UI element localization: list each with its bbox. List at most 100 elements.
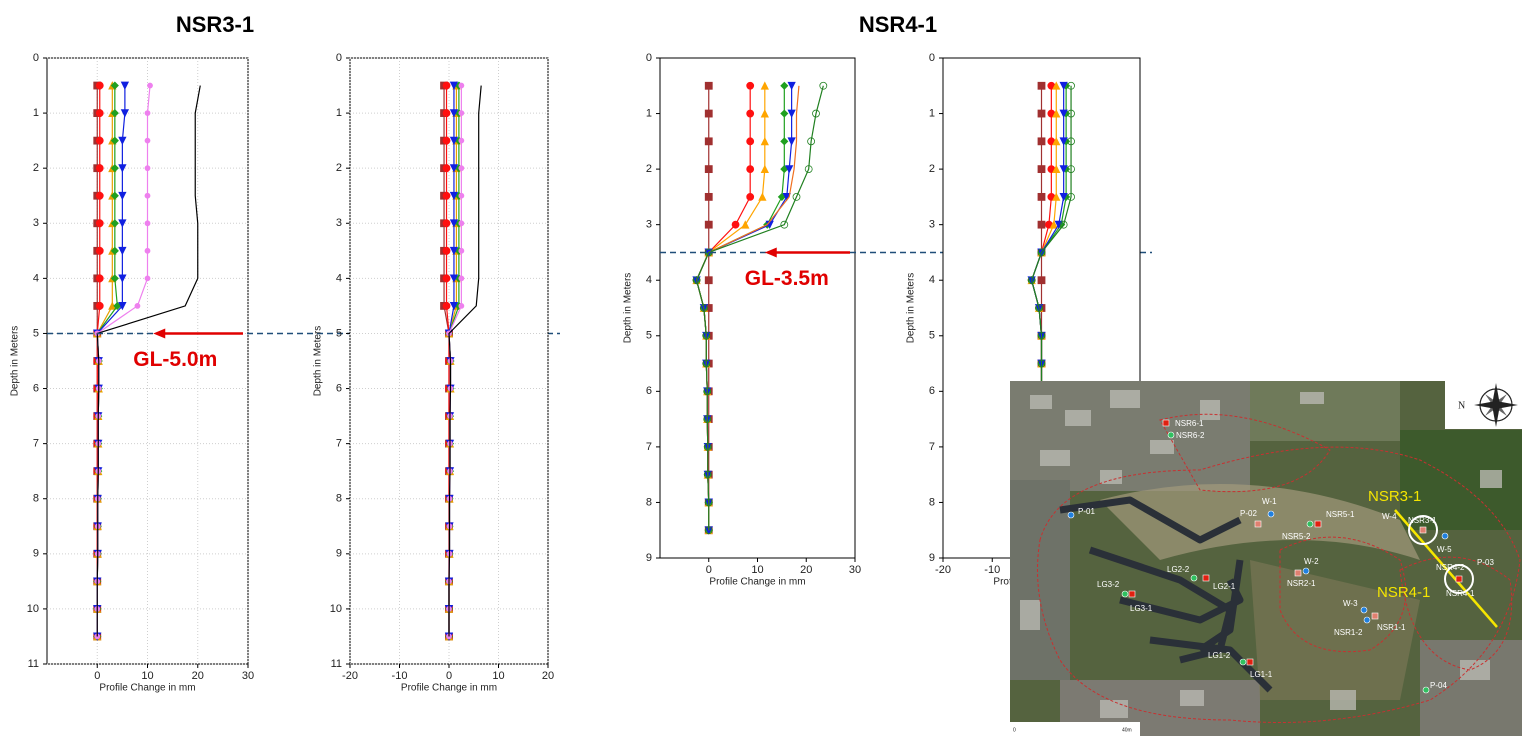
y-tick-label: 9 — [33, 548, 39, 560]
marker — [705, 138, 712, 145]
y-tick-label: 5 — [336, 327, 342, 339]
x-tick-label: 20 — [192, 670, 204, 682]
marker — [145, 248, 150, 253]
map-shape — [1255, 521, 1261, 527]
map-shape — [1150, 440, 1174, 454]
section-label: NSR3-1 — [1368, 488, 1421, 505]
map-shape — [1295, 570, 1301, 576]
y-tick-label: 4 — [336, 272, 342, 284]
y-tick-label: 4 — [929, 274, 935, 286]
map-label: NSR3-1 — [1408, 516, 1437, 525]
marker — [459, 111, 464, 116]
marker — [145, 193, 150, 198]
y-tick-label: 1 — [646, 107, 652, 119]
y-tick-label: 6 — [929, 385, 935, 397]
y-axis-title: Depth in Meters — [10, 326, 21, 397]
map-shape — [1330, 690, 1356, 710]
map-shape — [1303, 568, 1309, 574]
x-tick-label: -10 — [984, 564, 1000, 576]
map-label: NSR6-2 — [1176, 431, 1205, 440]
map-shape — [1300, 392, 1324, 404]
marker — [705, 166, 712, 173]
y-tick-label: 8 — [646, 496, 652, 508]
map-label: NSR6-1 — [1175, 419, 1204, 428]
map-shape — [1040, 450, 1070, 466]
map-label: NSR1-1 — [1377, 623, 1406, 632]
y-tick-label: 1 — [33, 107, 39, 119]
marker — [747, 193, 754, 200]
marker — [459, 248, 464, 253]
marker — [459, 138, 464, 143]
marker — [443, 220, 450, 227]
scale-label: 40m — [1122, 727, 1132, 733]
section-label: NSR4-1 — [1377, 584, 1430, 601]
map-label: P-01 — [1078, 507, 1095, 516]
annotation: GL-5.0m — [133, 348, 217, 371]
y-tick-label: 0 — [929, 52, 935, 64]
y-tick-label: 7 — [646, 441, 652, 453]
y-tick-label: 0 — [646, 52, 652, 64]
map-label: NSR4-1 — [1446, 589, 1475, 598]
x-tick-label: 10 — [751, 564, 763, 576]
marker — [443, 110, 450, 117]
map-shape — [1400, 430, 1522, 530]
y-tick-label: 10 — [330, 603, 342, 615]
map-label: LG3-1 — [1130, 604, 1153, 613]
marker — [1038, 277, 1045, 284]
marker — [96, 247, 103, 254]
map-label: NSR2-1 — [1287, 579, 1316, 588]
marker — [443, 275, 450, 282]
y-tick-label: 1 — [336, 107, 342, 119]
marker — [443, 302, 450, 309]
map-shape — [1456, 576, 1462, 582]
marker — [96, 275, 103, 282]
x-tick-label: 0 — [706, 564, 712, 576]
y-tick-label: 3 — [929, 219, 935, 231]
map-image: N 0 40m NSR3-1 NSR4-1 NSR6-1 NSR6-2 P-01… — [1010, 381, 1522, 736]
y-axis-title: Depth in Meters — [313, 326, 324, 397]
x-tick-label: 0 — [446, 670, 452, 682]
map-label: W-2 — [1304, 557, 1319, 566]
y-tick-label: 2 — [646, 163, 652, 175]
map-shape — [1180, 690, 1204, 706]
x-axis-title: Profile Change in mm — [709, 577, 805, 588]
marker — [459, 303, 464, 308]
x-tick-label: 30 — [849, 564, 861, 576]
x-tick-label: 0 — [94, 670, 100, 682]
y-tick-label: 7 — [929, 441, 935, 453]
map-shape — [1364, 617, 1370, 623]
map-shape — [1250, 381, 1400, 441]
marker — [145, 166, 150, 171]
map-shape — [1240, 659, 1246, 665]
map-shape — [1010, 722, 1140, 736]
marker — [459, 221, 464, 226]
marker — [459, 83, 464, 88]
scale-label: 0 — [1013, 727, 1016, 733]
y-tick-label: 9 — [646, 552, 652, 564]
marker — [96, 82, 103, 89]
group-title: NSR3-1 — [176, 12, 254, 37]
map-label: P-04 — [1430, 681, 1447, 690]
marker — [747, 110, 754, 117]
map-label: W-1 — [1262, 497, 1277, 506]
marker — [459, 276, 464, 281]
map-label: LG2-1 — [1213, 582, 1236, 591]
y-tick-label: 9 — [336, 548, 342, 560]
map-shape — [1480, 470, 1502, 488]
y-tick-label: 9 — [929, 552, 935, 564]
map-label: NSR4-2 — [1436, 563, 1465, 572]
marker — [705, 110, 712, 117]
map-label: P-02 — [1240, 509, 1257, 518]
group-title: NSR4-1 — [859, 12, 937, 37]
y-tick-label: 3 — [33, 217, 39, 229]
y-tick-label: 8 — [336, 493, 342, 505]
y-axis-title: Depth in Meters — [623, 273, 634, 344]
y-tick-label: 5 — [646, 330, 652, 342]
y-tick-label: 0 — [336, 52, 342, 64]
map-label: NSR5-1 — [1326, 510, 1355, 519]
map-shape — [1020, 600, 1040, 630]
map-label: W-3 — [1343, 599, 1358, 608]
y-tick-label: 0 — [33, 52, 39, 64]
map-shape — [1122, 591, 1128, 597]
